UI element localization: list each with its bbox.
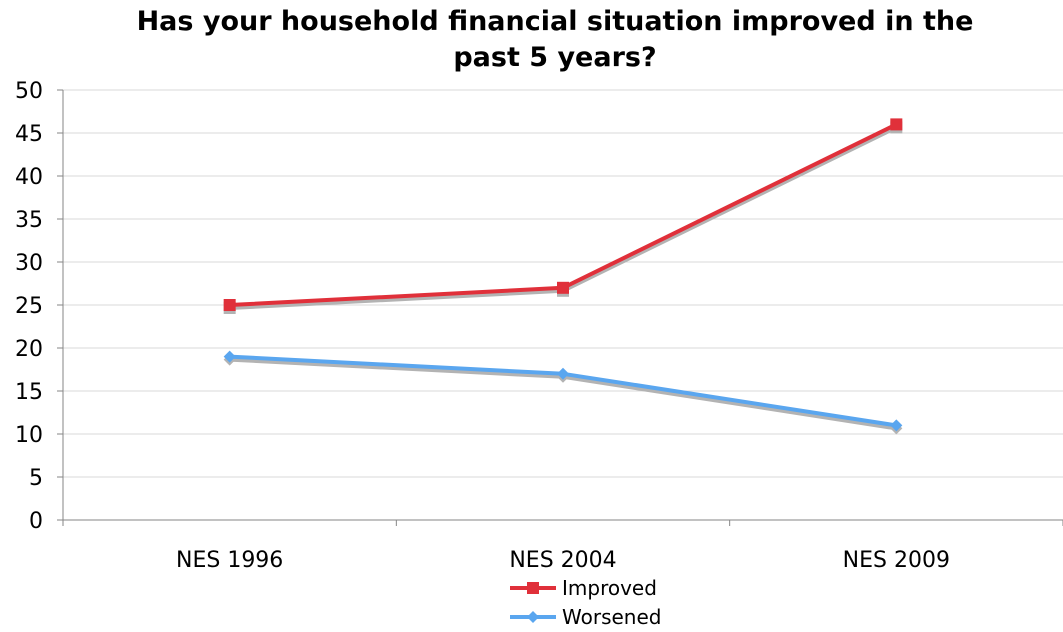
x-axis-ticks: NES 1996 NES 2004 NES 2009 bbox=[62, 520, 1063, 573]
legend: Improved Worsened bbox=[510, 576, 661, 629]
series-worsened bbox=[223, 350, 903, 435]
x-tick-label: NES 1996 bbox=[176, 548, 283, 573]
y-tick-label: 10 bbox=[15, 423, 43, 448]
x-tick-label: NES 2004 bbox=[509, 548, 616, 573]
series-improved bbox=[223, 118, 903, 314]
data-point bbox=[557, 367, 569, 380]
y-tick-label: 20 bbox=[15, 337, 43, 362]
data-point bbox=[890, 419, 903, 432]
y-axis-ticks: 0 5 10 15 20 25 30 35 40 45 50 bbox=[15, 79, 63, 534]
y-tick-label: 15 bbox=[15, 380, 43, 405]
data-point bbox=[223, 350, 236, 363]
y-tick-label: 5 bbox=[29, 466, 43, 491]
y-tick-label: 25 bbox=[15, 294, 43, 319]
y-tick-label: 40 bbox=[15, 165, 43, 190]
chart-title: Has your household financial situation i… bbox=[0, 4, 1063, 76]
legend-label: Improved bbox=[562, 576, 657, 600]
data-point bbox=[557, 281, 569, 294]
data-point bbox=[890, 118, 903, 131]
series-line bbox=[229, 122, 898, 307]
data-point bbox=[223, 299, 236, 311]
legend-swatch-marker bbox=[527, 582, 539, 594]
chart-title-line-1: Has your household financial situation i… bbox=[136, 6, 974, 37]
series-layer bbox=[223, 118, 903, 435]
x-tick-label: NES 2009 bbox=[843, 548, 950, 573]
y-tick-label: 50 bbox=[15, 79, 43, 104]
chart-title-line-2: past 5 years? bbox=[453, 42, 657, 73]
y-tick-label: 30 bbox=[15, 251, 43, 276]
legend-swatch-marker bbox=[527, 611, 539, 623]
legend-item-improved: Improved bbox=[510, 576, 657, 600]
y-tick-label: 0 bbox=[29, 509, 43, 534]
legend-label: Worsened bbox=[562, 605, 661, 629]
y-tick-label: 35 bbox=[15, 208, 43, 233]
legend-item-worsened: Worsened bbox=[510, 605, 661, 629]
y-tick-label: 45 bbox=[15, 122, 43, 147]
series-shadow bbox=[229, 125, 898, 310]
